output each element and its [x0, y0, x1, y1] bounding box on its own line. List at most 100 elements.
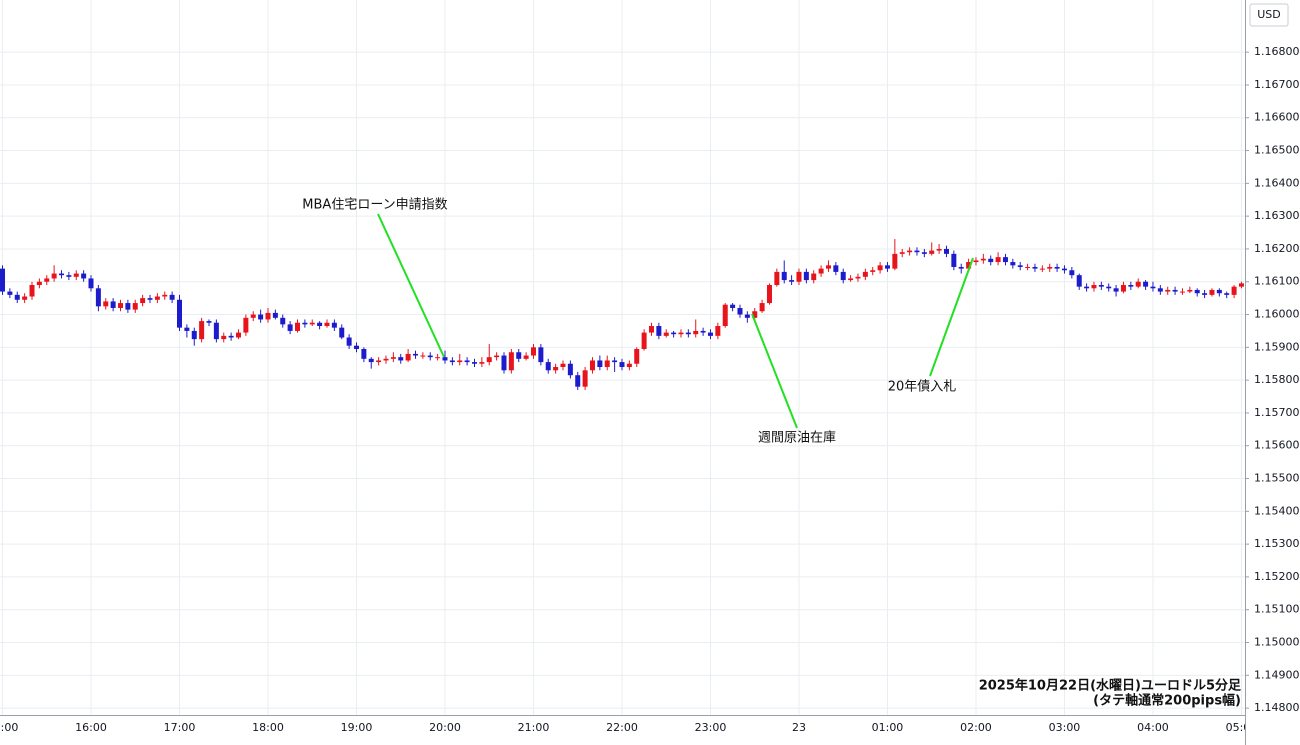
candle-body [147, 298, 153, 300]
y-tick-label: 1.15900 [1254, 340, 1300, 353]
candle-body [936, 248, 942, 251]
candle-body [789, 280, 795, 282]
candle-body [235, 332, 241, 338]
candle-body [1172, 289, 1178, 292]
candle-body [1187, 289, 1193, 292]
candle-body [1216, 289, 1222, 294]
candle-body [604, 360, 610, 368]
candle-body [892, 253, 898, 269]
candle-body [508, 352, 514, 371]
candle-body [250, 314, 256, 318]
candle-body [1054, 266, 1060, 269]
candle-body [317, 322, 323, 327]
candle-body [140, 298, 146, 304]
y-tick-label: 1.14900 [1254, 668, 1300, 681]
candle-body [884, 265, 890, 269]
candle-body [95, 288, 101, 307]
candle-body [744, 314, 750, 318]
caption: (タテ軸通常200pips幅) [1093, 693, 1241, 709]
currency-box [1249, 3, 1289, 27]
candle-body [1157, 288, 1163, 292]
y-tick-label: 1.15400 [1254, 504, 1300, 517]
candle-body [1084, 286, 1090, 289]
candle-body [1209, 289, 1215, 295]
candle-body [1179, 291, 1185, 293]
y-tick-label: 1.16300 [1254, 209, 1300, 222]
y-tick-label: 1.14800 [1254, 701, 1300, 714]
x-axis: 15:00 16:00 17:00 18:00 19:00 20:00 21:00 22:00… [0, 721, 1257, 734]
candle-body [907, 250, 913, 253]
candle-body [103, 301, 109, 307]
candle-body [619, 362, 625, 368]
candle-body [1047, 266, 1053, 269]
candle-body [921, 252, 927, 254]
candle-body [766, 285, 772, 304]
caption: 2025年10月22日(水曜日)ユーロドル5分足 [979, 678, 1242, 694]
candle-body [398, 357, 404, 361]
candle-body [280, 317, 286, 325]
x-tick-label: 18:00 [252, 721, 284, 734]
candle-body [221, 335, 227, 340]
candle-body [118, 303, 124, 308]
candle-body [715, 326, 721, 336]
candle-body [575, 375, 581, 387]
y-tick-label: 1.16600 [1254, 111, 1300, 124]
candle-body [494, 355, 500, 358]
y-tick-label: 1.16500 [1254, 144, 1300, 157]
candle-body [1069, 270, 1075, 276]
candle-body [132, 303, 138, 310]
candle-body [486, 357, 492, 363]
candle-body [1143, 281, 1149, 287]
candle-body [1194, 289, 1200, 294]
candle-body [1135, 281, 1141, 287]
candle-body [346, 337, 352, 346]
candle-body [44, 278, 50, 282]
candle-body [125, 303, 131, 310]
candle-body [877, 265, 883, 271]
candle-body [427, 355, 433, 358]
y-tick-label: 1.16200 [1254, 242, 1300, 255]
y-tick-label: 1.16000 [1254, 308, 1300, 321]
x-tick-label: 20:00 [429, 721, 461, 734]
candle-body [914, 250, 920, 253]
candle-body [811, 273, 817, 281]
candle-body [353, 345, 359, 349]
candle-body [435, 357, 441, 359]
candle-body [803, 271, 809, 281]
y-tick-label: 1.16800 [1254, 45, 1300, 58]
x-tick-label: 04:00 [1137, 721, 1169, 734]
candle-body [1165, 289, 1171, 292]
candle-body [1002, 257, 1008, 263]
candle-body [1061, 268, 1067, 271]
candle-body [774, 271, 780, 286]
y-tick-label: 1.15200 [1254, 570, 1300, 583]
candle-body [59, 273, 65, 276]
candle-body [324, 322, 330, 327]
candle-body [597, 360, 603, 368]
candle-body [567, 363, 573, 376]
candle-body [973, 260, 979, 263]
candle-body [545, 362, 551, 371]
candle-body [1150, 286, 1156, 289]
annotation: 週間原油在庫 [758, 431, 836, 446]
candle-body [206, 321, 212, 323]
currency: USD [1257, 8, 1281, 21]
candle-body [501, 355, 507, 371]
candle-body [22, 296, 28, 300]
candle-body [781, 271, 787, 281]
candle-body [442, 357, 448, 361]
candle-body [553, 367, 559, 371]
candle-body [943, 248, 949, 254]
candle-body [479, 362, 485, 364]
candle-body [1010, 262, 1016, 266]
candle-body [339, 327, 345, 338]
x-tick-label: 01:00 [872, 721, 904, 734]
y-tick-label: 1.15000 [1254, 636, 1300, 649]
candle-body [656, 326, 662, 336]
candle-body [929, 250, 935, 254]
candle-body [177, 299, 183, 328]
candle-body [1202, 293, 1208, 295]
y-tick-label: 1.15500 [1254, 472, 1300, 485]
